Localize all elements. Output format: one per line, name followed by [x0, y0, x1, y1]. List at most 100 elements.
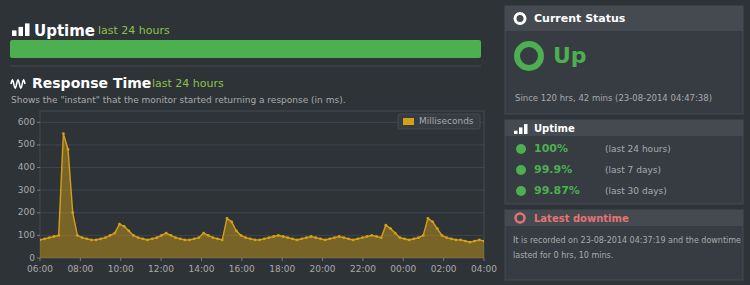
legend-swatch	[403, 118, 414, 125]
point	[300, 237, 303, 240]
area	[40, 134, 484, 258]
point	[282, 235, 285, 238]
status-icon	[517, 15, 524, 22]
point	[179, 237, 182, 240]
x-tick	[40, 258, 41, 261]
point	[436, 227, 439, 230]
point	[422, 234, 425, 237]
point	[109, 234, 112, 237]
point	[445, 236, 448, 239]
y-tick	[37, 190, 40, 191]
point	[221, 239, 224, 242]
point	[202, 232, 205, 235]
point	[90, 239, 93, 242]
point	[389, 227, 392, 230]
point	[291, 237, 294, 240]
point	[99, 237, 102, 240]
point	[394, 232, 397, 235]
point	[403, 237, 406, 240]
point	[127, 229, 130, 232]
point	[478, 239, 481, 242]
point	[169, 234, 172, 237]
point	[43, 237, 46, 240]
y-tick-label: 0	[29, 253, 35, 263]
point	[310, 235, 313, 238]
status-box	[505, 6, 743, 114]
y-tick-label: 600	[18, 117, 35, 127]
point	[361, 236, 364, 239]
point	[48, 236, 51, 239]
x-tick-label: 12:00	[148, 264, 174, 274]
point	[469, 241, 472, 244]
uptime-header	[505, 120, 743, 136]
chart-title: Response Time	[32, 75, 151, 91]
stat-label: (last 24 hours)	[605, 144, 671, 154]
x-tick-label: 08:00	[67, 264, 93, 274]
point	[81, 236, 84, 239]
up-icon	[517, 44, 541, 68]
x-tick	[161, 258, 162, 261]
point	[314, 236, 317, 239]
y-tick	[37, 144, 40, 145]
point	[53, 235, 56, 238]
uptime-box	[505, 120, 743, 204]
dashboard: Uptimelast 24 hoursResponse Timelast 24 …	[0, 0, 750, 285]
point	[473, 240, 476, 243]
point	[398, 236, 401, 239]
point	[319, 237, 322, 240]
downtime-text-line: lasted for 0 hrs, 10 mins.	[513, 251, 613, 260]
x-tick-label: 06:00	[27, 264, 53, 274]
x-tick-label: 02:00	[431, 264, 457, 274]
point	[113, 232, 116, 235]
status-text: Up	[553, 43, 587, 68]
point	[212, 236, 215, 239]
point	[356, 237, 359, 240]
uptime-section-icon	[514, 131, 518, 134]
status-header	[505, 6, 743, 31]
point	[286, 236, 289, 239]
downtime-title: Latest downtime	[534, 213, 629, 224]
line	[40, 134, 484, 243]
point	[366, 235, 369, 238]
x-tick	[241, 258, 242, 261]
uptime-icon	[19, 27, 24, 36]
point	[244, 236, 247, 239]
stat-value: 99.87%	[534, 184, 580, 197]
y-tick	[37, 167, 40, 168]
point	[464, 240, 467, 243]
point	[188, 239, 191, 242]
stat-dot	[516, 186, 526, 196]
point	[95, 239, 98, 242]
chart-subtitle: last 24 hours	[152, 77, 224, 90]
x-tick-label: 04:00	[471, 264, 497, 274]
x-tick-label: 18:00	[269, 264, 295, 274]
chart-description: Shows the "instant" that the monitor sta…	[11, 95, 346, 105]
point	[296, 239, 299, 242]
point	[183, 239, 186, 242]
point	[328, 237, 331, 240]
plot-frame	[40, 111, 484, 258]
uptime-icon	[12, 30, 17, 36]
point	[207, 234, 210, 237]
point	[71, 211, 74, 214]
point	[305, 236, 308, 239]
status-icon	[514, 12, 527, 25]
point	[459, 239, 462, 242]
point	[483, 240, 484, 243]
point	[226, 217, 229, 220]
legend: Milliseconds	[398, 114, 480, 129]
point	[258, 239, 261, 242]
grid-line	[40, 167, 484, 168]
downtime-box	[505, 210, 743, 280]
point	[333, 236, 336, 239]
point	[277, 234, 280, 237]
point	[240, 234, 243, 237]
y-tick	[37, 235, 40, 236]
point	[375, 235, 378, 238]
point	[193, 237, 196, 240]
y-tick	[37, 122, 40, 123]
point	[104, 236, 107, 239]
point	[441, 234, 444, 237]
y-tick-label: 100	[18, 230, 35, 240]
x-tick	[282, 258, 283, 261]
